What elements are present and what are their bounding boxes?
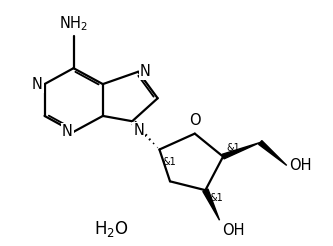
- Text: &1: &1: [226, 143, 240, 153]
- Polygon shape: [222, 142, 260, 159]
- Text: H$_2$O: H$_2$O: [94, 219, 129, 239]
- Text: O: O: [189, 113, 200, 128]
- Text: OH: OH: [290, 158, 312, 173]
- Text: N: N: [133, 123, 144, 138]
- Text: N: N: [32, 77, 43, 92]
- Polygon shape: [203, 189, 219, 220]
- Text: N: N: [62, 124, 73, 139]
- Text: NH$_2$: NH$_2$: [59, 14, 88, 33]
- Text: &1: &1: [209, 193, 223, 203]
- Text: OH: OH: [222, 223, 245, 238]
- Text: &1: &1: [162, 157, 176, 167]
- Text: N: N: [140, 64, 151, 79]
- Polygon shape: [259, 140, 287, 165]
